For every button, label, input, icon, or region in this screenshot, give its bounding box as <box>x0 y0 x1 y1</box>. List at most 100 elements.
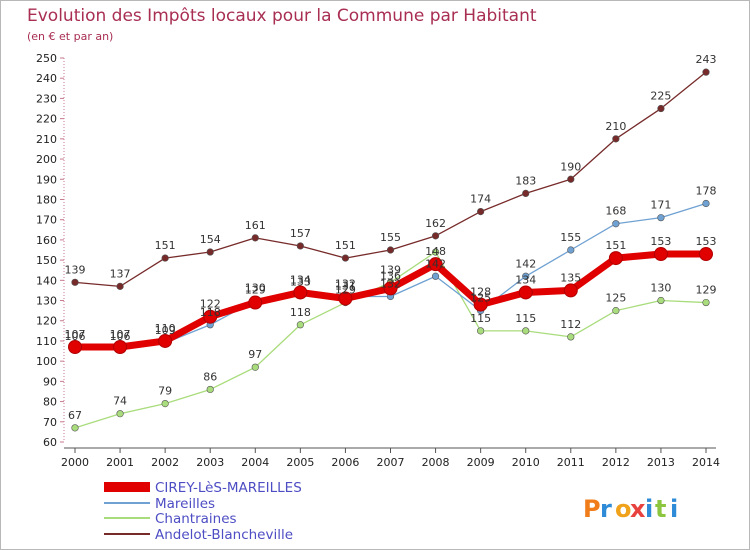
data-point <box>431 232 440 240</box>
y-tick-label: 120 <box>36 315 57 328</box>
axes: 60 70 80 90 100 110 120 130 140 150 160 170 180 190 20… <box>36 52 720 469</box>
data-point <box>341 254 350 262</box>
data-label: 162 <box>425 217 446 230</box>
data-point <box>567 246 575 254</box>
data-label: 110 <box>155 322 176 335</box>
data-label: 118 <box>290 306 311 319</box>
data-point <box>383 281 398 296</box>
data-label: 151 <box>155 239 176 252</box>
data-point <box>522 272 530 280</box>
data-label: 107 <box>110 328 131 341</box>
data-label: 135 <box>560 271 581 284</box>
y-tick-label: 140 <box>36 274 57 287</box>
data-label: 225 <box>650 90 671 103</box>
data-point <box>431 248 440 256</box>
x-tick-label: 2004 <box>241 456 269 469</box>
data-label: 148 <box>425 245 446 258</box>
data-label: 132 <box>380 277 401 290</box>
legend-label: Chantraines <box>155 511 237 527</box>
y-tick-label: 80 <box>43 396 57 409</box>
data-label: 134 <box>515 273 536 286</box>
data-label: 155 <box>380 231 401 244</box>
series-layer <box>68 68 713 432</box>
data-label: 129 <box>245 284 266 297</box>
data-label: 122 <box>200 298 221 311</box>
data-label: 133 <box>290 275 311 288</box>
y-tick-label: 90 <box>43 375 57 388</box>
data-label: 161 <box>245 219 266 232</box>
data-label: 112 <box>560 318 581 331</box>
data-point <box>161 400 169 408</box>
data-point <box>203 309 218 324</box>
data-label: 74 <box>113 395 127 408</box>
y-tick-label: 70 <box>43 416 57 429</box>
chart-title: Evolution des Impôts locaux pour la Comm… <box>27 6 537 26</box>
data-label: 139 <box>380 263 401 276</box>
data-point <box>71 278 79 286</box>
y-tick-label: 200 <box>36 153 57 166</box>
data-point <box>293 285 308 300</box>
logo-letter: i <box>670 495 678 523</box>
data-label: 128 <box>470 286 491 299</box>
data-label: 153 <box>650 235 671 248</box>
x-tick-label: 2010 <box>512 456 540 469</box>
logo-letter: P <box>583 495 601 523</box>
y-tick-label: 150 <box>36 254 57 267</box>
data-label: 151 <box>335 239 356 252</box>
data-point <box>657 104 665 113</box>
logo-letter: o <box>615 495 632 523</box>
data-label: 157 <box>290 227 311 240</box>
data-point <box>567 333 575 341</box>
y-tick-label: 100 <box>36 355 57 368</box>
x-tick-label: 2000 <box>61 456 89 469</box>
data-label: 136 <box>380 269 401 282</box>
data-point <box>477 327 485 335</box>
data-label: 210 <box>605 120 626 133</box>
data-point <box>473 297 488 312</box>
data-point <box>71 424 79 432</box>
data-label: 125 <box>605 292 626 305</box>
x-tick-label: 2003 <box>196 456 224 469</box>
x-tick-label: 2014 <box>692 456 720 469</box>
x-tick-label: 2011 <box>557 456 585 469</box>
data-label: 86 <box>203 370 217 383</box>
data-label: 115 <box>470 312 491 325</box>
data-point <box>563 283 578 298</box>
data-label: 154 <box>200 233 221 246</box>
data-label: 79 <box>158 385 172 398</box>
x-tick-label: 2006 <box>331 456 359 469</box>
data-point <box>657 214 665 222</box>
data-point <box>612 307 620 315</box>
x-tick-label: 2013 <box>647 456 675 469</box>
data-label: 134 <box>290 273 311 286</box>
data-point <box>206 385 214 394</box>
logo-letter: t <box>655 495 666 523</box>
data-point <box>206 248 214 256</box>
data-label: 155 <box>560 231 581 244</box>
data-point <box>612 135 620 143</box>
data-point <box>518 285 533 300</box>
data-point <box>608 251 623 266</box>
x-tick-label: 2007 <box>377 456 405 469</box>
data-point <box>567 175 575 183</box>
data-point <box>386 246 395 254</box>
data-label: 142 <box>425 257 446 270</box>
x-tick-label: 2001 <box>106 456 134 469</box>
y-tick-label: 230 <box>36 92 57 105</box>
data-label: 171 <box>650 199 671 212</box>
data-point <box>657 296 665 305</box>
y-tick-label: 60 <box>43 436 57 449</box>
data-label: 97 <box>248 348 262 361</box>
data-point <box>477 208 485 216</box>
data-point <box>296 242 304 250</box>
data-point <box>431 272 440 280</box>
data-label: 190 <box>560 160 581 173</box>
data-point <box>161 254 169 262</box>
data-point <box>702 298 710 307</box>
data-label: 174 <box>470 193 491 206</box>
x-tick-label: 2012 <box>602 456 630 469</box>
y-tick-label: 130 <box>36 295 57 308</box>
